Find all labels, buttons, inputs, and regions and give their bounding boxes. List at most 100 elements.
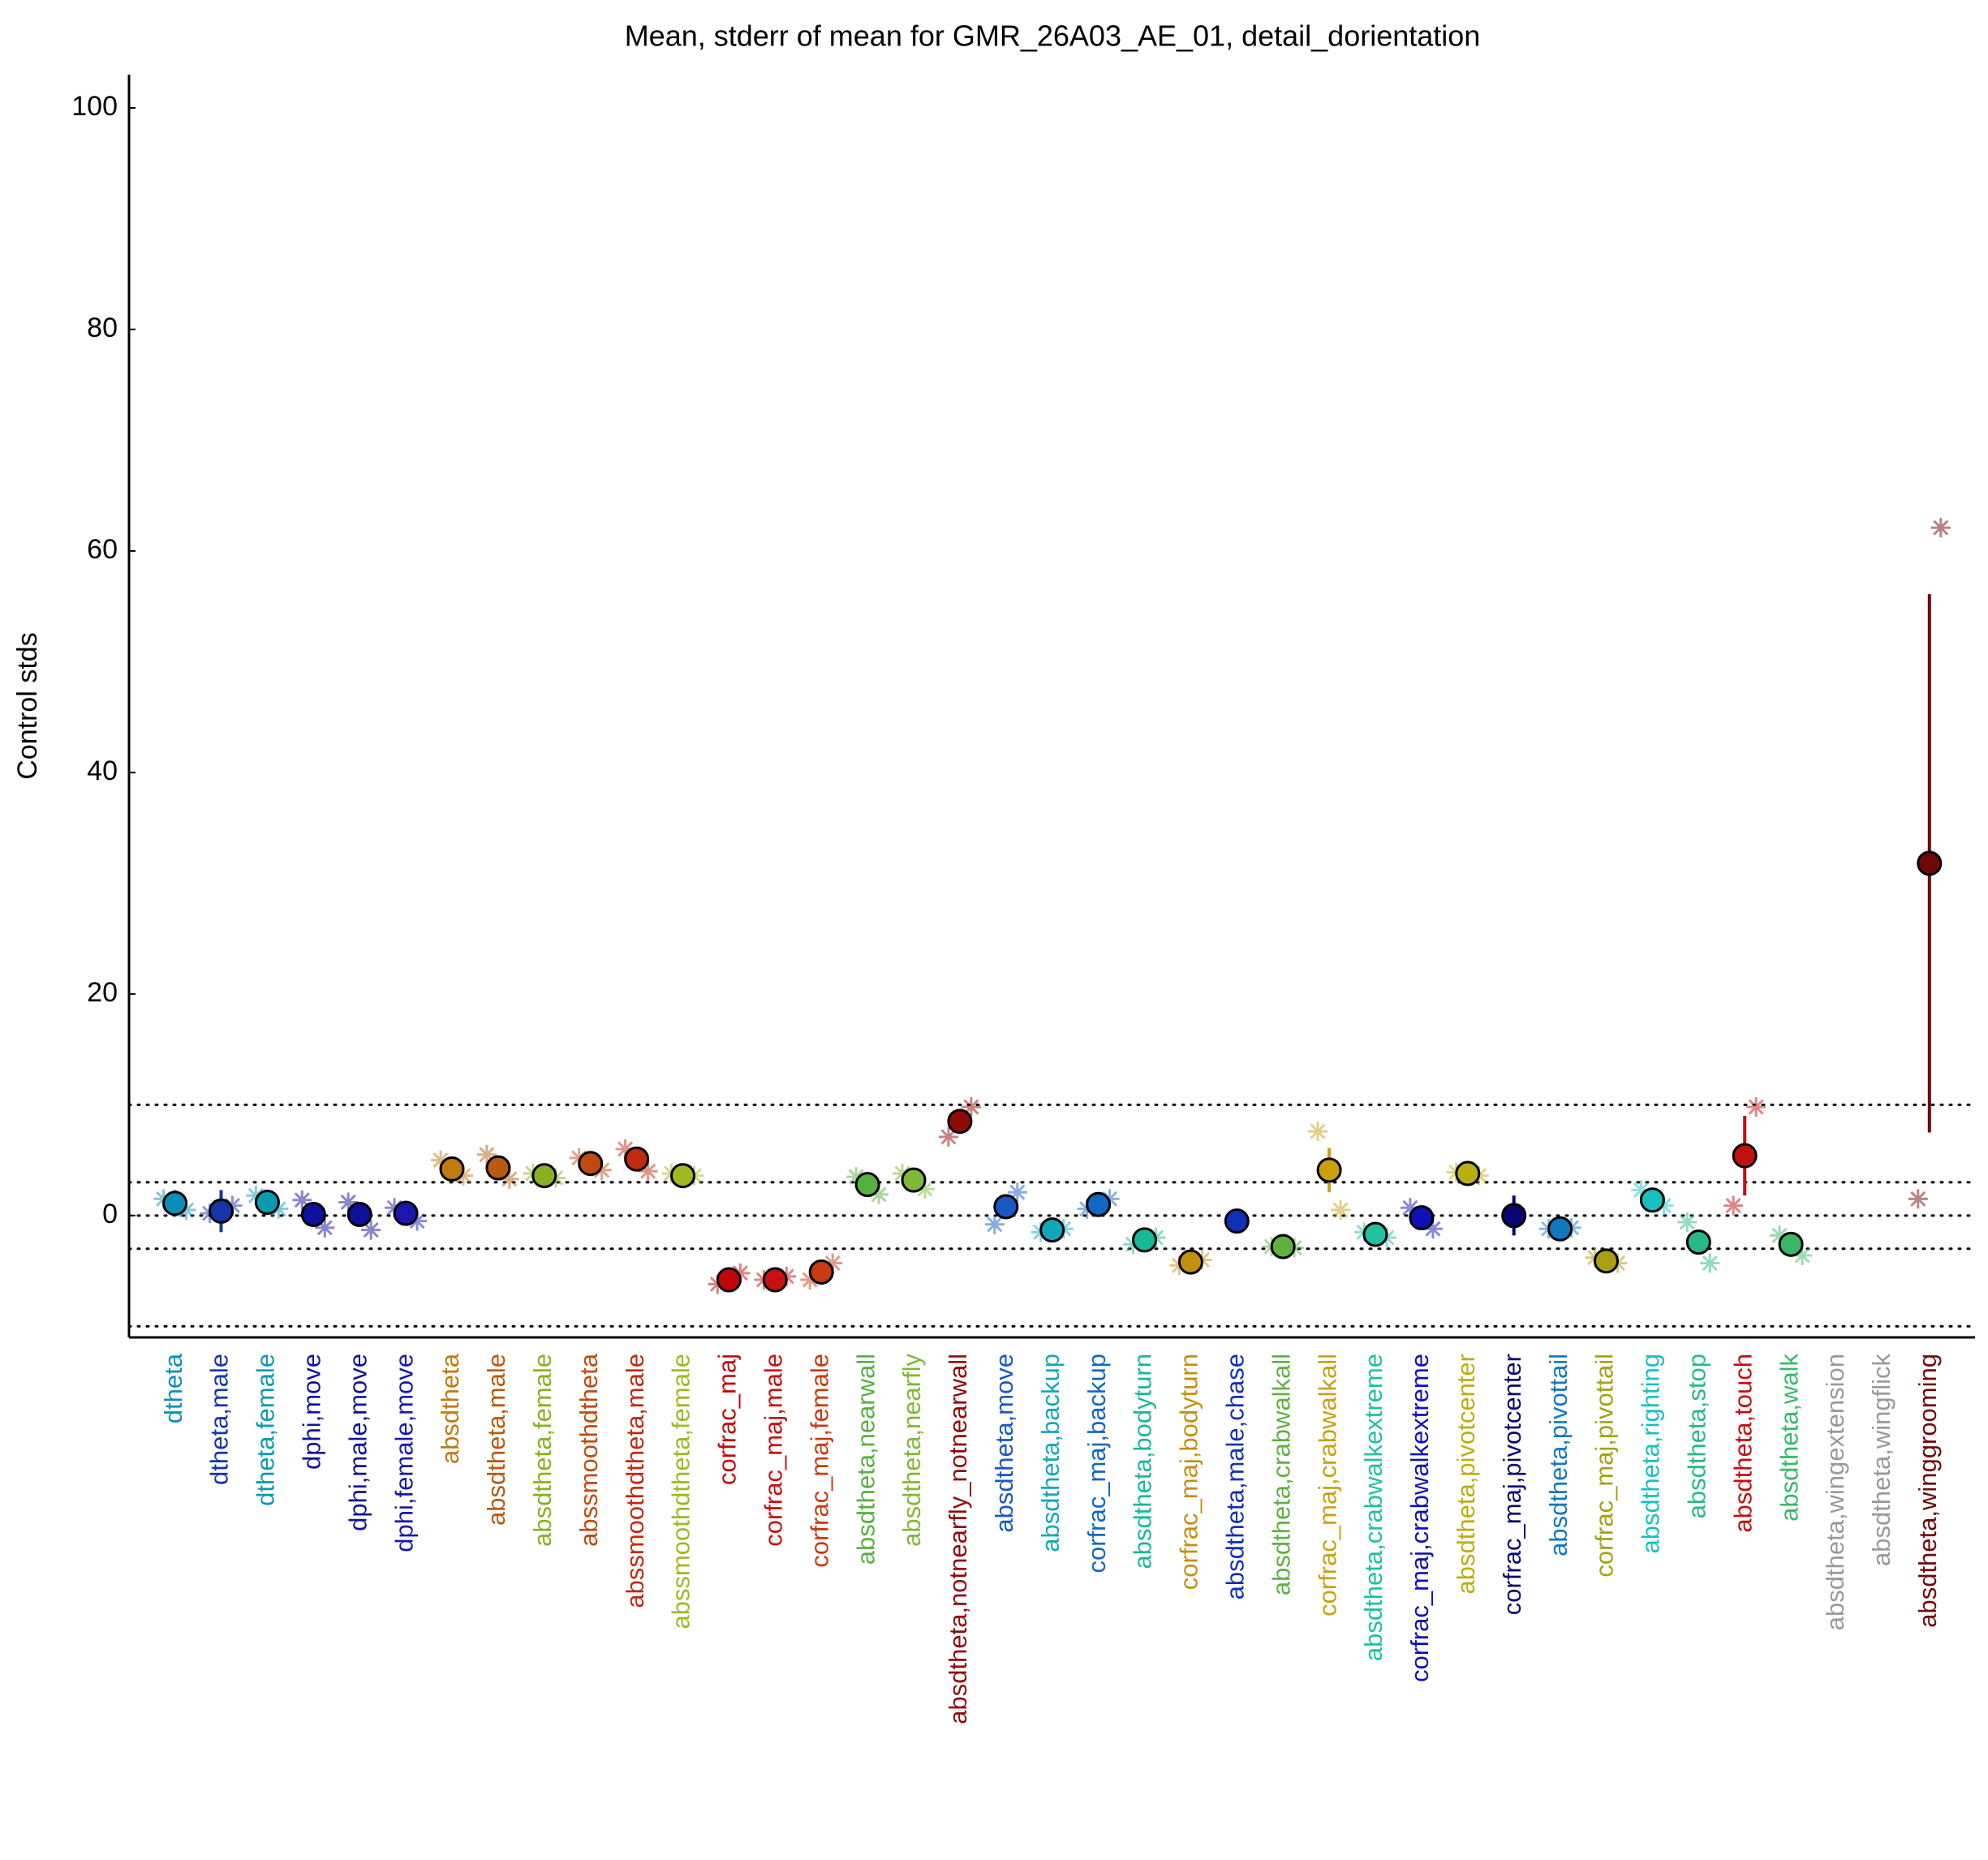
marker-star xyxy=(730,1263,751,1283)
marker-star xyxy=(846,1167,867,1187)
mean-marker xyxy=(1917,850,1943,876)
marker-star xyxy=(1792,1246,1813,1265)
x-tick-label: dtheta,male xyxy=(205,1354,234,1485)
marker-star xyxy=(431,1150,450,1170)
marker-star xyxy=(915,1179,935,1199)
x-tick-label: absdtheta,touch xyxy=(1728,1354,1757,1533)
marker-star xyxy=(1723,1195,1744,1216)
y-tick-label: 100 xyxy=(71,91,118,122)
mean-marker xyxy=(1455,1160,1481,1186)
marker-star xyxy=(246,1186,266,1206)
marker-star xyxy=(569,1147,589,1168)
mean-marker xyxy=(346,1201,372,1227)
x-tick-label: absdtheta,nearwall xyxy=(851,1354,880,1565)
mean-marker xyxy=(1132,1227,1157,1253)
mean-marker xyxy=(439,1156,465,1182)
x-tick-label: corfrac_maj,male xyxy=(759,1354,787,1547)
x-tick-label: corfrac_maj,crabwalkextreme xyxy=(1405,1354,1434,1682)
marker-star xyxy=(1422,1219,1443,1239)
mean-marker xyxy=(716,1267,742,1293)
mean-marker xyxy=(1362,1221,1388,1247)
x-tick-label: dphi,female,move xyxy=(389,1354,418,1552)
y-tick-label: 80 xyxy=(87,312,118,343)
chart-title: Mean, stderr of mean for GMR_26A03_AE_01… xyxy=(625,19,1481,53)
marker-star xyxy=(1908,1189,1928,1209)
x-tick-label: dphi,move xyxy=(297,1354,325,1470)
mean-marker xyxy=(485,1155,511,1181)
mean-marker xyxy=(901,1167,927,1193)
y-tick-label: 60 xyxy=(87,534,118,565)
marker-star xyxy=(1331,1200,1351,1221)
marker-star xyxy=(938,1126,958,1147)
x-tick-label: absdtheta,male,chase xyxy=(1220,1354,1249,1600)
mean-marker xyxy=(1409,1205,1435,1231)
x-tick-label: absdtheta,bodyturn xyxy=(1129,1354,1157,1569)
marker-star xyxy=(222,1195,243,1216)
marker-star xyxy=(454,1165,473,1186)
x-tick-label: absdtheta,crabwalkextreme xyxy=(1359,1354,1388,1661)
marker-star xyxy=(893,1163,912,1183)
marker-star xyxy=(869,1184,889,1204)
x-tick-label: abssmoothdtheta xyxy=(574,1353,603,1547)
x-tick-label: absdtheta,female xyxy=(528,1354,557,1547)
marker-star xyxy=(984,1214,1005,1234)
marker-star xyxy=(1770,1225,1790,1246)
mean-marker xyxy=(300,1201,326,1227)
x-tick-label: corfrac_maj,pivotcenter xyxy=(1498,1354,1526,1615)
marker-star xyxy=(1400,1198,1420,1218)
marker-star xyxy=(292,1190,312,1210)
x-tick-label: dtheta,female xyxy=(252,1354,280,1506)
y-tick-label: 20 xyxy=(87,977,118,1008)
marker-star xyxy=(176,1200,196,1221)
mean-marker xyxy=(162,1190,188,1216)
x-tick-label: corfrac_maj xyxy=(713,1354,742,1485)
mean-marker xyxy=(209,1198,234,1224)
mean-marker xyxy=(1316,1157,1342,1183)
mean-marker xyxy=(1639,1187,1665,1213)
x-tick-label: absdtheta,move xyxy=(990,1354,1018,1533)
marker-star xyxy=(800,1270,820,1290)
mean-marker xyxy=(762,1267,788,1293)
mean-marker xyxy=(1270,1234,1296,1259)
mean-marker xyxy=(854,1172,880,1198)
marker-star xyxy=(1007,1182,1027,1203)
marker-star xyxy=(385,1198,405,1218)
y-tick-label: 0 xyxy=(102,1199,118,1229)
marker-star xyxy=(638,1161,658,1182)
marker-star xyxy=(615,1139,635,1159)
x-tick-label: absdtheta,pivottail xyxy=(1544,1354,1573,1556)
x-tick-label: abssmoothdtheta,male xyxy=(621,1354,649,1608)
x-tick-label: absdtheta,nearfly xyxy=(897,1354,926,1547)
x-tick-label: absdtheta,righting xyxy=(1637,1354,1665,1553)
marker-star xyxy=(1677,1212,1698,1233)
x-tick-label: absdtheta,wingflick xyxy=(1867,1354,1895,1566)
marker-star xyxy=(823,1253,843,1273)
marker-star xyxy=(1308,1122,1328,1142)
marker-star xyxy=(1099,1189,1120,1209)
mean-marker xyxy=(1732,1143,1758,1169)
x-tick-label: absdtheta,crabwalkall xyxy=(1267,1354,1295,1595)
x-tick-label: absdtheta,stop xyxy=(1682,1354,1710,1518)
mean-marker xyxy=(1086,1191,1112,1217)
x-tick-label: corfrac_maj,backup xyxy=(1082,1354,1111,1574)
mean-marker xyxy=(393,1200,419,1226)
mean-marker xyxy=(1501,1203,1527,1229)
x-tick-label: absdtheta,notnearfly_notnearwall xyxy=(944,1354,972,1724)
x-tick-label: corfrac_maj,pivottail xyxy=(1590,1354,1619,1578)
mean-marker xyxy=(1547,1216,1573,1242)
mean-marker xyxy=(1224,1208,1250,1234)
marker-star xyxy=(961,1097,981,1117)
mean-marker xyxy=(1039,1217,1065,1243)
x-tick-label: absdtheta,walk xyxy=(1775,1354,1803,1522)
mean-marker xyxy=(1778,1231,1804,1257)
marker-star xyxy=(592,1160,612,1180)
x-tick-label: corfrac_maj,bodyturn xyxy=(1175,1354,1203,1590)
x-tick-label: absdtheta,winggrooming xyxy=(1913,1354,1942,1628)
x-tick-label: absdtheta,wingextension xyxy=(1821,1354,1849,1630)
x-tick-label: absdtheta xyxy=(436,1353,464,1464)
marker-star xyxy=(1631,1180,1651,1200)
mean-marker xyxy=(624,1146,650,1172)
marker-star xyxy=(407,1211,428,1231)
marker-star xyxy=(1930,518,1951,538)
